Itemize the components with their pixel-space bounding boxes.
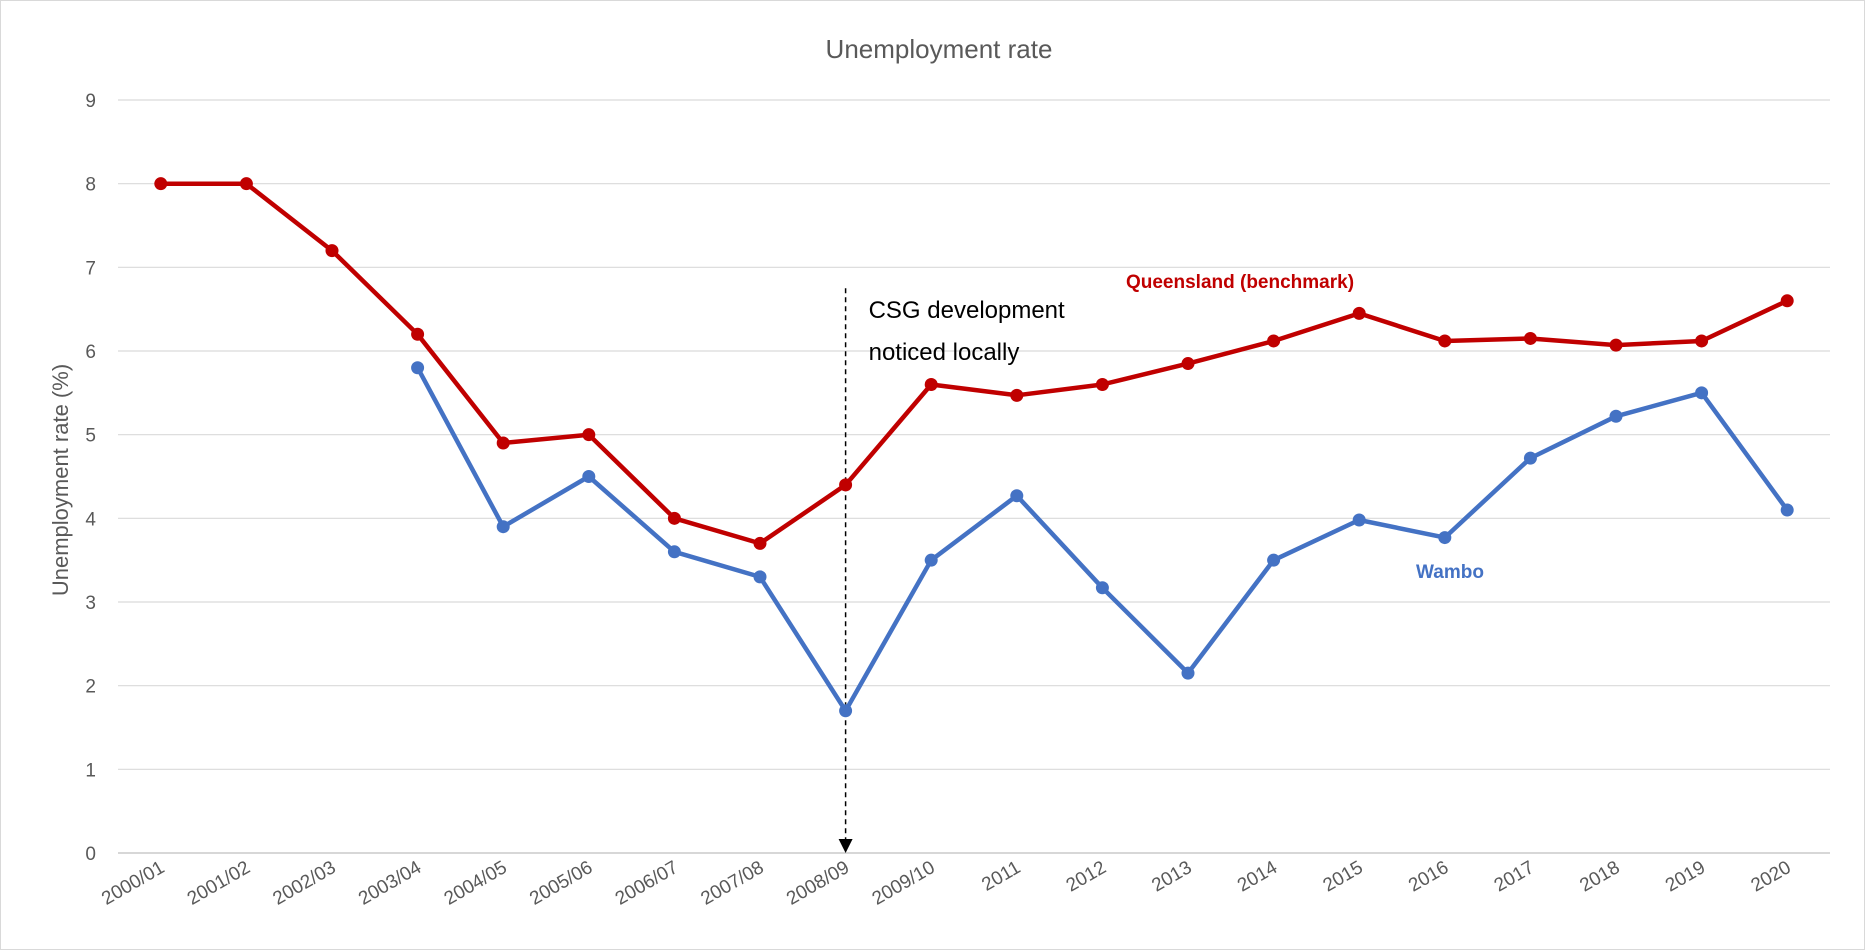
point-wambo-2016 <box>1438 531 1452 545</box>
y-tick-5: 5 <box>85 426 96 447</box>
x-tick-2012: 2012 <box>1063 857 1110 896</box>
point-queensland-benchmark-2001-02 <box>239 177 253 191</box>
point-queensland-benchmark-2013 <box>1181 357 1195 371</box>
point-queensland-benchmark-2011 <box>1010 388 1024 402</box>
chart-title: Unemployment rate <box>826 34 1053 64</box>
point-queensland-benchmark-2004-05 <box>496 436 510 450</box>
x-tick-2005-06: 2005/06 <box>526 857 596 910</box>
point-queensland-benchmark-2006-07 <box>667 511 681 525</box>
y-tick-9: 9 <box>85 91 96 112</box>
x-tick-2003-04: 2003/04 <box>355 857 425 910</box>
x-tick-2015: 2015 <box>1320 857 1367 896</box>
y-tick-2: 2 <box>85 677 96 698</box>
x-tick-2014: 2014 <box>1234 857 1281 897</box>
gridlines <box>118 99 1830 854</box>
x-tick-2000-01: 2000/01 <box>98 857 168 910</box>
y-tick-4: 4 <box>85 509 96 530</box>
y-axis-label: Unemployment rate (%) <box>48 364 73 596</box>
series-label-wambo: Wambo <box>1416 562 1484 583</box>
point-wambo-2015 <box>1352 513 1366 527</box>
x-tick-2004-05: 2004/05 <box>441 857 511 910</box>
point-wambo-2009-10 <box>924 553 938 567</box>
point-queensland-benchmark-2012 <box>1095 377 1109 391</box>
y-tick-7: 7 <box>85 258 96 279</box>
point-queensland-benchmark-2018 <box>1609 338 1623 352</box>
point-wambo-2003-04 <box>411 361 425 375</box>
point-wambo-2005-06 <box>582 470 596 483</box>
annotation-text-line-1: CSG development <box>869 297 1065 324</box>
point-wambo-2006-07 <box>667 545 681 559</box>
point-queensland-benchmark-2017 <box>1523 331 1537 345</box>
point-wambo-2004-05 <box>496 520 510 534</box>
x-tick-2006-07: 2006/07 <box>612 857 682 910</box>
point-wambo-2018 <box>1609 409 1623 423</box>
x-tick-2018: 2018 <box>1576 857 1623 896</box>
point-queensland-benchmark-2003-04 <box>411 327 425 341</box>
point-queensland-benchmark-2002-03 <box>325 244 339 258</box>
series-line-wambo <box>415 365 1790 714</box>
point-wambo-2012 <box>1095 581 1109 595</box>
y-tick-6: 6 <box>85 342 96 363</box>
series-line-queensland-benchmark <box>158 181 1790 546</box>
x-tick-labels: 2000/01 2001/02 2002/03 2003/04 2004/05 2005/… <box>98 857 1794 910</box>
point-queensland-benchmark-2016 <box>1438 334 1452 348</box>
point-queensland-benchmark-2014 <box>1267 334 1281 348</box>
y-tick-labels: 0 1 2 3 4 5 6 7 8 9 <box>85 91 96 865</box>
x-tick-2007-08: 2007/08 <box>698 857 768 910</box>
series-label-queensland: Queensland (benchmark) <box>1126 272 1354 293</box>
point-queensland-benchmark-2015 <box>1352 306 1366 320</box>
x-tick-2009-10: 2009/10 <box>869 857 939 910</box>
point-wambo-2007-08 <box>753 570 767 584</box>
x-tick-2008-09: 2008/09 <box>783 857 853 910</box>
point-wambo-2013 <box>1181 666 1195 680</box>
point-wambo-2020 <box>1780 503 1794 517</box>
point-queensland-benchmark-2019 <box>1695 334 1709 348</box>
x-tick-2002-03: 2002/03 <box>270 857 340 910</box>
point-wambo-2019 <box>1695 386 1709 400</box>
x-tick-2017: 2017 <box>1491 857 1538 896</box>
y-tick-8: 8 <box>85 175 96 196</box>
y-tick-1: 1 <box>85 760 96 781</box>
point-queensland-benchmark-2005-06 <box>582 428 596 442</box>
y-tick-3: 3 <box>85 593 96 614</box>
series-group <box>154 177 1794 718</box>
point-wambo-2008-09 <box>839 704 853 718</box>
x-tick-2011: 2011 <box>978 857 1024 896</box>
point-wambo-2017 <box>1523 451 1537 465</box>
annotation-text-line-2: noticed locally <box>869 339 1020 366</box>
point-queensland-benchmark-2020 <box>1780 294 1794 308</box>
y-tick-0: 0 <box>85 844 96 865</box>
x-tick-2016: 2016 <box>1405 857 1452 896</box>
point-queensland-benchmark-2008-09 <box>839 478 853 492</box>
point-wambo-2014 <box>1267 553 1281 567</box>
annotation-arrowhead <box>838 839 853 853</box>
point-wambo-2011 <box>1010 489 1024 503</box>
annotation-group: CSG development noticed locally <box>838 288 1065 853</box>
x-tick-2019: 2019 <box>1662 857 1709 896</box>
x-tick-2013: 2013 <box>1148 857 1195 896</box>
point-queensland-benchmark-2007-08 <box>753 536 767 550</box>
x-tick-2001-02: 2001/02 <box>184 857 254 910</box>
point-queensland-benchmark-2000-01 <box>154 177 168 191</box>
point-queensland-benchmark-2009-10 <box>924 377 938 391</box>
x-tick-2020: 2020 <box>1748 857 1795 896</box>
